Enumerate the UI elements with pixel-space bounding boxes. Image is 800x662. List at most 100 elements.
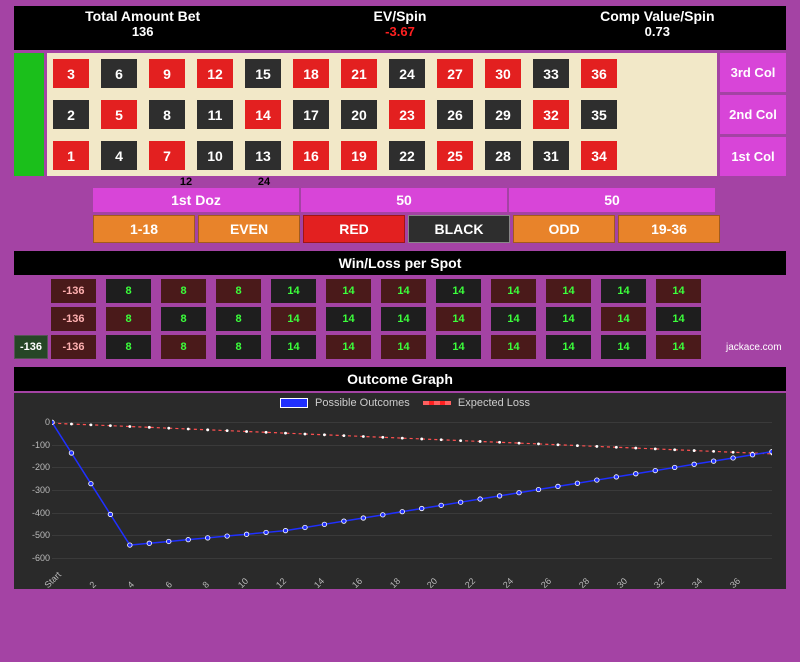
winloss-cell: 14 [491, 279, 536, 303]
winloss-cell: 8 [161, 279, 206, 303]
number-cell-33[interactable]: 33 [533, 59, 569, 88]
winloss-cell: 14 [271, 279, 316, 303]
stat-label: EV/Spin [271, 6, 528, 24]
number-cell-6[interactable]: 6 [101, 59, 137, 88]
outcome-chart: Possible Outcomes Expected Loss 0-100-20… [14, 393, 786, 589]
bet-markers: 12 24 [47, 176, 786, 188]
outside-bet-even[interactable]: EVEN [198, 215, 300, 243]
stat-value: -3.67 [271, 24, 528, 39]
winloss-cell: 14 [656, 307, 701, 331]
outside-bet-118[interactable]: 1-18 [93, 215, 195, 243]
number-cell-34[interactable]: 34 [581, 141, 617, 170]
number-cell-16[interactable]: 16 [293, 141, 329, 170]
winloss-cell: 8 [106, 279, 151, 303]
number-cell-26[interactable]: 26 [437, 100, 473, 129]
winloss-cell: 14 [546, 335, 591, 359]
number-cell-11[interactable]: 11 [197, 100, 233, 129]
legend-swatch-possible [280, 398, 308, 408]
zero-cell[interactable]: 0 [14, 53, 44, 176]
winloss-area: -136 -1368881414141414141414-13688814141… [14, 279, 786, 359]
chart-plot-area: 0-100-200-300-400-500-600 Start246810121… [52, 411, 772, 569]
zero-column: 0 [14, 53, 44, 176]
number-cell-28[interactable]: 28 [485, 141, 521, 170]
winloss-cell: 8 [216, 279, 261, 303]
winloss-cell: 14 [491, 307, 536, 331]
dozen-bet-2[interactable]: 50 [301, 188, 507, 212]
number-cell-25[interactable]: 25 [437, 141, 473, 170]
winloss-cell: 14 [436, 335, 481, 359]
number-cell-5[interactable]: 5 [101, 100, 137, 129]
stat-label: Comp Value/Spin [529, 6, 786, 24]
dozen-bets-row: 1st Doz5050 [93, 188, 786, 212]
stat-value: 136 [14, 24, 271, 39]
number-cell-2[interactable]: 2 [53, 100, 89, 129]
winloss-cell: 14 [491, 335, 536, 359]
outside-bet-black[interactable]: BLACK [408, 215, 510, 243]
dozen-bet-1[interactable]: 1st Doz [93, 188, 299, 212]
number-cell-17[interactable]: 17 [293, 100, 329, 129]
number-cell-9[interactable]: 9 [149, 59, 185, 88]
winloss-zero: -136 [14, 335, 48, 359]
winloss-cell: 14 [656, 335, 701, 359]
outside-bet-odd[interactable]: ODD [513, 215, 615, 243]
winloss-cell: 14 [326, 335, 371, 359]
winloss-cell: -136 [51, 335, 96, 359]
winloss-cell: 14 [656, 279, 701, 303]
attribution: jackace.com [726, 342, 786, 359]
winloss-cell: 14 [271, 307, 316, 331]
dozen-bet-3[interactable]: 50 [509, 188, 715, 212]
number-cell-15[interactable]: 15 [245, 59, 281, 88]
winloss-cell: 8 [216, 335, 261, 359]
winloss-cell: 8 [106, 307, 151, 331]
number-cell-31[interactable]: 31 [533, 141, 569, 170]
outside-bet-red[interactable]: RED [303, 215, 405, 243]
winloss-cell: 14 [381, 335, 426, 359]
winloss-cell: 14 [381, 307, 426, 331]
legend-label-possible: Possible Outcomes [315, 397, 410, 409]
marker-12: 12 [162, 176, 210, 188]
number-cell-3[interactable]: 3 [53, 59, 89, 88]
number-cell-23[interactable]: 23 [389, 100, 425, 129]
number-cell-30[interactable]: 30 [485, 59, 521, 88]
number-cell-18[interactable]: 18 [293, 59, 329, 88]
stat-label: Total Amount Bet [14, 6, 271, 24]
column-bets: 3rd Col 2nd Col 1st Col [720, 53, 786, 176]
number-cell-36[interactable]: 36 [581, 59, 617, 88]
winloss-grid: -1368881414141414141414-1368881414141414… [51, 279, 723, 359]
number-cell-24[interactable]: 24 [389, 59, 425, 88]
winloss-zero-column: -136 [14, 279, 48, 359]
number-cell-29[interactable]: 29 [485, 100, 521, 129]
number-cell-22[interactable]: 22 [389, 141, 425, 170]
y-axis-labels: 0-100-200-300-400-500-600 [24, 411, 50, 569]
number-cell-13[interactable]: 13 [245, 141, 281, 170]
outside-bets-row: 1-18EVENREDBLACKODD19-36 [93, 215, 786, 243]
outside-bet-1936[interactable]: 19-36 [618, 215, 720, 243]
column-bet-2[interactable]: 2nd Col [720, 95, 786, 134]
marker-24: 24 [240, 176, 288, 188]
number-cell-27[interactable]: 27 [437, 59, 473, 88]
number-cell-1[interactable]: 1 [53, 141, 89, 170]
number-cell-7[interactable]: 7 [149, 141, 185, 170]
number-cell-35[interactable]: 35 [581, 100, 617, 129]
number-cell-14[interactable]: 14 [245, 100, 281, 129]
number-cell-19[interactable]: 19 [341, 141, 377, 170]
stat-value: 0.73 [529, 24, 786, 39]
winloss-cell: 14 [601, 307, 646, 331]
column-bet-3[interactable]: 3rd Col [720, 53, 786, 92]
winloss-cell: 14 [436, 307, 481, 331]
winloss-title: Win/Loss per Spot [14, 251, 786, 275]
number-cell-32[interactable]: 32 [533, 100, 569, 129]
stat-comp: Comp Value/Spin 0.73 [529, 6, 786, 50]
column-bet-1[interactable]: 1st Col [720, 137, 786, 176]
number-cell-21[interactable]: 21 [341, 59, 377, 88]
number-cell-10[interactable]: 10 [197, 141, 233, 170]
winloss-cell: 8 [161, 307, 206, 331]
number-cell-20[interactable]: 20 [341, 100, 377, 129]
stats-bar: Total Amount Bet 136 EV/Spin -3.67 Comp … [14, 6, 786, 50]
number-cell-8[interactable]: 8 [149, 100, 185, 129]
chart-title: Outcome Graph [14, 367, 786, 391]
winloss-cell: -136 [51, 279, 96, 303]
number-cell-12[interactable]: 12 [197, 59, 233, 88]
winloss-cell: 8 [216, 307, 261, 331]
number-cell-4[interactable]: 4 [101, 141, 137, 170]
